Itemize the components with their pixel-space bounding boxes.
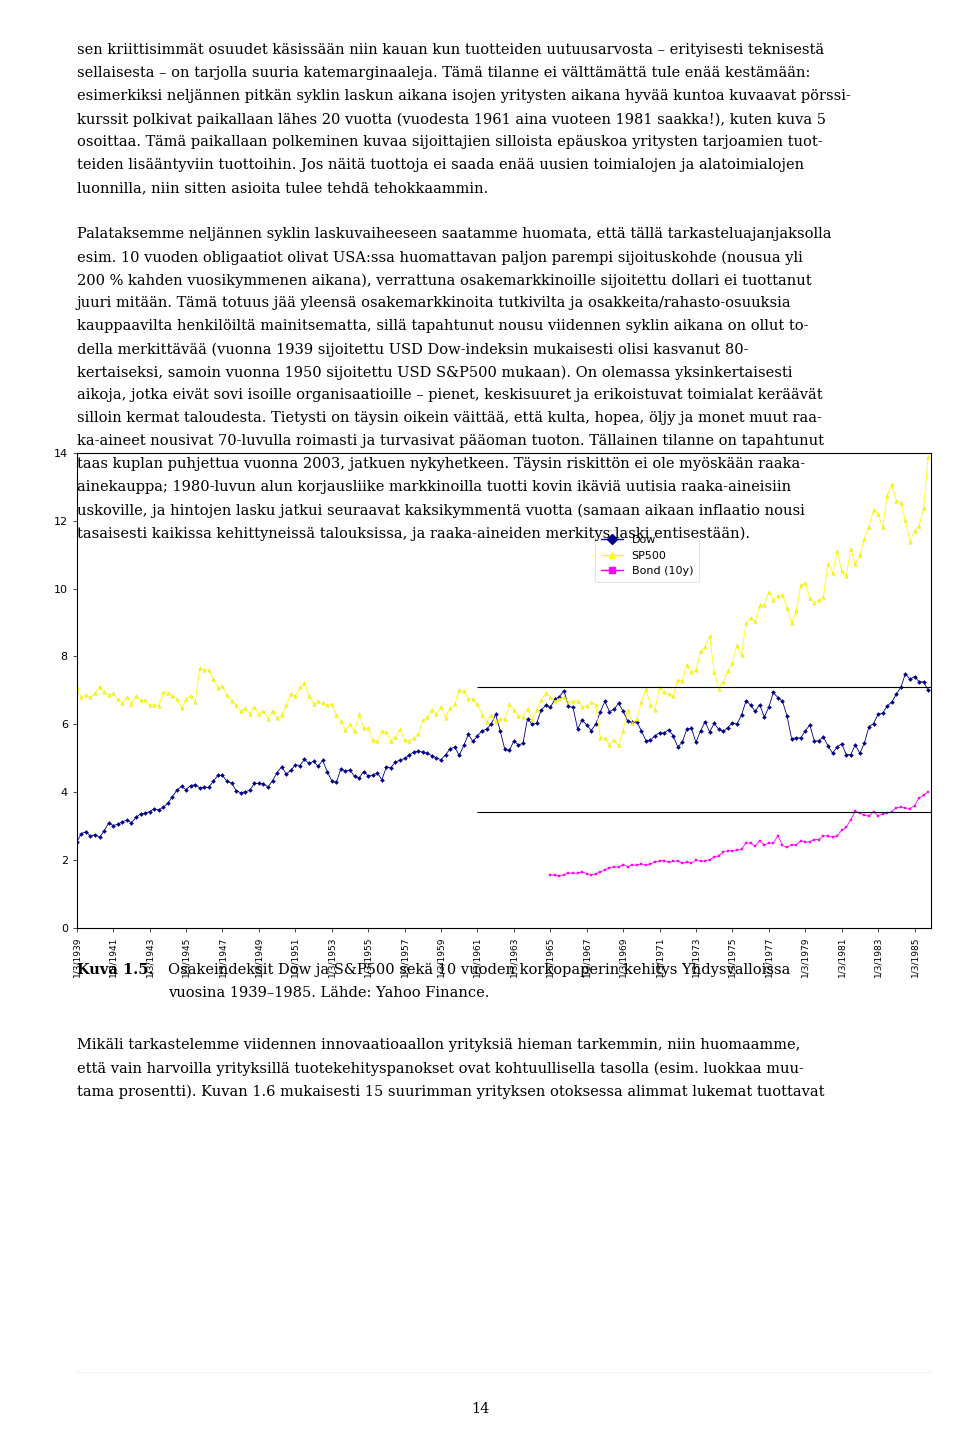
Dow — [157, 798, 169, 815]
Text: ainekauppa; 1980-luvun alun korjausliike markkinoilla tuotti kovin ikäviä uutisi: ainekauppa; 1980-luvun alun korjausliike… — [77, 480, 791, 495]
Dow — [923, 682, 934, 699]
Text: että vain harvoilla yrityksillä tuotekehityspanokset ovat kohtuullisella tasolla: että vain harvoilla yrityksillä tuotekeh… — [77, 1061, 804, 1076]
SP500 — [923, 449, 934, 466]
Text: 200 % kahden vuosikymmenen aikana), verrattuna osakemarkkinoille sijoitettu doll: 200 % kahden vuosikymmenen aikana), verr… — [77, 273, 811, 288]
Text: luonnilla, niin sitten asioita tulee tehdä tehokkaammin.: luonnilla, niin sitten asioita tulee teh… — [77, 181, 488, 196]
Text: juuri mitään. Tämä totuus jää yleensä osakemarkkinoita tutkivilta ja osakkeita/r: juuri mitään. Tämä totuus jää yleensä os… — [77, 296, 791, 311]
Dow — [76, 825, 87, 843]
Text: 14: 14 — [470, 1402, 490, 1416]
Line: Dow: Dow — [76, 672, 929, 843]
Bond (10y) — [544, 867, 556, 884]
Text: sellaisesta – on tarjolla suuria katemarginaaleja. Tämä tilanne ei välttämättä t: sellaisesta – on tarjolla suuria katemar… — [77, 66, 810, 81]
Text: ka-aineet nousivat 70-luvulla roimasti ja turvasivat pääoman tuoton. Tällainen t: ka-aineet nousivat 70-luvulla roimasti j… — [77, 434, 824, 449]
Text: tama prosentti). Kuvan 1.6 mukaisesti 15 suurimman yrityksen otoksessa alimmat l: tama prosentti). Kuvan 1.6 mukaisesti 15… — [77, 1084, 825, 1099]
Text: teiden lisääntyviin tuottoihin. Jos näitä tuottoja ei saada enää uusien toimialo: teiden lisääntyviin tuottoihin. Jos näit… — [77, 158, 804, 173]
Text: aikoja, jotka eivät sovi isoille organisaatioille – pienet, keskisuuret ja eriko: aikoja, jotka eivät sovi isoille organis… — [77, 388, 823, 403]
Text: silloin kermat taloudesta. Tietysti on täysin oikein väittää, että kulta, hopea,: silloin kermat taloudesta. Tietysti on t… — [77, 411, 822, 426]
Bond (10y) — [717, 844, 729, 861]
Bond (10y) — [572, 864, 584, 881]
SP500 — [76, 689, 87, 706]
Text: vuosina 1939–1985. Lähde: Yahoo Finance.: vuosina 1939–1985. Lähde: Yahoo Finance. — [168, 986, 490, 1001]
Bond (10y) — [735, 841, 747, 858]
Text: Mikäli tarkastelemme viidennen innovaatioaallon yrityksiä hieman tarkemmin, niin: Mikäli tarkastelemme viidennen innovaati… — [77, 1038, 801, 1053]
Text: Palataksemme neljännen syklin laskuvaiheeseen saatamme huomata, että tällä tarka: Palataksemme neljännen syklin laskuvaihe… — [77, 227, 831, 242]
Bond (10y) — [554, 867, 565, 884]
Bond (10y) — [549, 867, 561, 884]
SP500 — [380, 723, 392, 741]
SP500 — [353, 706, 365, 723]
Bond (10y) — [854, 805, 866, 823]
SP500 — [157, 683, 169, 700]
Dow — [900, 664, 911, 682]
Bond (10y) — [923, 784, 934, 801]
Text: Osakeindeksit Dow ja S&P500 sekä 10 vuoden korkopaperin kehitys Yhdysvalloissa: Osakeindeksit Dow ja S&P500 sekä 10 vuod… — [168, 963, 790, 978]
Dow — [330, 774, 342, 791]
Dow — [71, 834, 83, 851]
Text: della merkittävää (vuonna 1939 sijoitettu USD Dow-indeksin mukaisesti olisi kasv: della merkittävää (vuonna 1939 sijoitett… — [77, 342, 748, 357]
Text: osoittaa. Tämä paikallaan polkeminen kuvaa sijoittajien silloista epäuskoa yrity: osoittaa. Tämä paikallaan polkeminen kuv… — [77, 135, 823, 150]
Text: taas kuplan puhjettua vuonna 2003, jatkuen nykyhetkeen. Täysin riskittön ei ole : taas kuplan puhjettua vuonna 2003, jatku… — [77, 457, 804, 472]
Text: kertaiseksi, samoin vuonna 1950 sijoitettu USD S&P500 mukaan). On olemassa yksin: kertaiseksi, samoin vuonna 1950 sijoitet… — [77, 365, 792, 380]
Text: esim. 10 vuoden obligaatiot olivat USA:ssa huomattavan paljon parempi sijoitusko: esim. 10 vuoden obligaatiot olivat USA:s… — [77, 250, 803, 265]
Text: kauppaavilta henkilöiltä mainitsematta, sillä tapahtunut nousu viidennen syklin : kauppaavilta henkilöiltä mainitsematta, … — [77, 319, 808, 334]
Text: sen kriittisimmät osuudet käsissään niin kauan kun tuotteiden uutuusarvosta – er: sen kriittisimmät osuudet käsissään niin… — [77, 43, 824, 58]
Line: SP500: SP500 — [75, 456, 930, 746]
Text: uskoville, ja hintojen lasku jatkui seuraavat kaksikymmentä vuotta (samaan aikaa: uskoville, ja hintojen lasku jatkui seur… — [77, 503, 804, 518]
Dow — [380, 758, 392, 775]
SP500 — [71, 679, 83, 696]
SP500 — [612, 736, 624, 754]
SP500 — [900, 512, 911, 529]
Dow — [353, 769, 365, 787]
Line: Bond (10y): Bond (10y) — [549, 791, 929, 877]
Text: kurssit polkivat paikallaan lähes 20 vuotta (vuodesta 1961 aina vuoteen 1981 saa: kurssit polkivat paikallaan lähes 20 vuo… — [77, 112, 826, 127]
SP500 — [330, 706, 342, 723]
Text: Kuva 1.5.: Kuva 1.5. — [77, 963, 154, 978]
Legend: Dow, SP500, Bond (10y): Dow, SP500, Bond (10y) — [595, 529, 699, 582]
Text: esimerkiksi neljännen pitkän syklin laskun aikana isojen yritysten aikana hyvää : esimerkiksi neljännen pitkän syklin lask… — [77, 89, 851, 104]
Text: tasaisesti kaikissa kehittyneissä talouksissa, ja raaka-aineiden merkitys laski : tasaisesti kaikissa kehittyneissä talouk… — [77, 526, 750, 541]
Bond (10y) — [836, 823, 848, 840]
Dow — [895, 679, 906, 696]
